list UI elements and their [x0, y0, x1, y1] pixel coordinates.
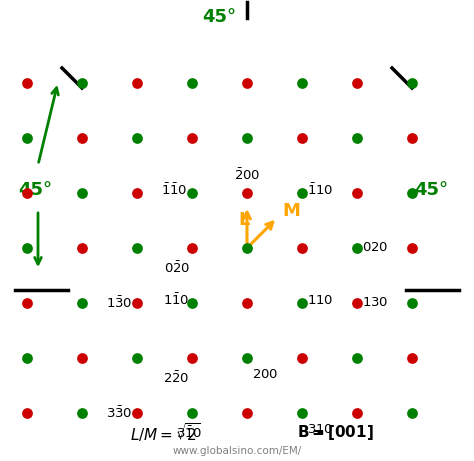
Point: [133, 244, 141, 252]
Point: [298, 409, 306, 417]
Point: [23, 189, 31, 197]
Point: [298, 355, 306, 362]
Point: [243, 79, 251, 87]
Point: [133, 134, 141, 142]
Text: $1\bar{3}0$: $1\bar{3}0$: [106, 295, 132, 311]
Point: [243, 134, 251, 142]
Point: [133, 189, 141, 197]
Point: [133, 409, 141, 417]
Text: $1\bar{1}0$: $1\bar{1}0$: [163, 292, 189, 308]
Point: [298, 299, 306, 307]
Point: [243, 299, 251, 307]
Point: [78, 355, 86, 362]
Point: [298, 189, 306, 197]
Point: [353, 244, 361, 252]
Point: [408, 355, 416, 362]
Point: [298, 134, 306, 142]
Text: 45°: 45°: [18, 181, 52, 199]
Text: $310$: $310$: [307, 423, 333, 436]
Point: [408, 244, 416, 252]
Point: [353, 189, 361, 197]
Point: [188, 79, 196, 87]
Point: [298, 244, 306, 252]
Text: $2\bar{2}0$: $2\bar{2}0$: [163, 370, 189, 385]
Point: [353, 409, 361, 417]
Text: $\bar{2}00$: $\bar{2}00$: [234, 167, 260, 183]
Point: [23, 134, 31, 142]
Point: [133, 79, 141, 87]
Point: [23, 409, 31, 417]
Point: [188, 299, 196, 307]
Point: [408, 134, 416, 142]
Point: [78, 79, 86, 87]
Point: [23, 79, 31, 87]
Point: [243, 189, 251, 197]
Text: L: L: [238, 211, 249, 229]
Point: [353, 79, 361, 87]
Point: [23, 299, 31, 307]
Text: www.globalsino.com/EM/: www.globalsino.com/EM/: [173, 446, 301, 456]
Point: [133, 299, 141, 307]
Point: [188, 409, 196, 417]
Point: [188, 189, 196, 197]
Text: $110$: $110$: [307, 294, 333, 307]
Point: [243, 355, 251, 362]
Point: [23, 355, 31, 362]
Text: 45°: 45°: [414, 181, 448, 199]
Text: M: M: [282, 202, 300, 220]
Point: [408, 299, 416, 307]
Text: $0\bar{2}0$: $0\bar{2}0$: [164, 260, 190, 276]
Point: [408, 409, 416, 417]
Text: $3\bar{3}0$: $3\bar{3}0$: [106, 405, 132, 421]
Text: $130$: $130$: [362, 296, 388, 309]
Point: [133, 355, 141, 362]
Point: [188, 134, 196, 142]
Point: [353, 134, 361, 142]
Point: [78, 134, 86, 142]
Text: $3\bar{1}0$: $3\bar{1}0$: [176, 425, 202, 441]
Point: [298, 79, 306, 87]
Text: $200$: $200$: [252, 368, 278, 381]
Point: [78, 244, 86, 252]
Text: $\mathbf{B=[001]}$: $\mathbf{B=[001]}$: [297, 424, 374, 443]
Text: $020$: $020$: [362, 242, 388, 254]
Point: [78, 189, 86, 197]
Point: [408, 189, 416, 197]
Point: [408, 79, 416, 87]
Point: [188, 244, 196, 252]
Point: [23, 244, 31, 252]
Text: $L / M = \sqrt{2}$: $L / M = \sqrt{2}$: [130, 421, 200, 444]
Point: [353, 355, 361, 362]
Point: [353, 299, 361, 307]
Point: [188, 355, 196, 362]
Text: $\bar{1}10$: $\bar{1}10$: [307, 182, 333, 198]
Point: [243, 244, 251, 252]
Text: 45°: 45°: [202, 8, 236, 26]
Text: $\bar{1}\bar{1}0$: $\bar{1}\bar{1}0$: [161, 182, 187, 198]
Point: [243, 409, 251, 417]
Point: [78, 299, 86, 307]
Point: [78, 409, 86, 417]
